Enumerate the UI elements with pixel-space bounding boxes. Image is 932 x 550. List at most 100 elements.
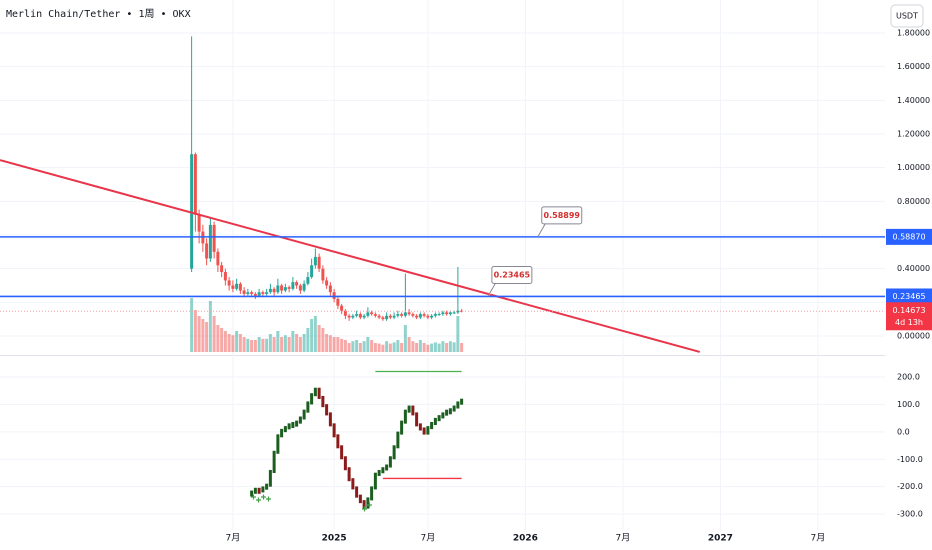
volume-bar	[433, 342, 437, 352]
volume-bar	[340, 338, 344, 352]
callout-box	[491, 265, 533, 284]
indicator-bar	[310, 393, 314, 405]
currency-button-label[interactable]: USDT	[896, 12, 918, 21]
volume-bar	[235, 331, 239, 352]
candle-body	[257, 292, 261, 296]
candle-body	[370, 312, 374, 315]
indicator-bar	[415, 412, 419, 427]
indicator-tick-label: -300.0	[897, 510, 923, 519]
indicator-tick-label: 200.0	[897, 373, 920, 382]
volume-bar	[452, 342, 456, 352]
candle-body	[392, 315, 396, 318]
volume-bar	[291, 331, 295, 352]
candle-body	[430, 315, 434, 318]
volume-bar	[403, 325, 407, 352]
indicator-bar	[291, 421, 295, 428]
chart-title: Merlin Chain/Tether • 1周 • OKX	[6, 8, 191, 20]
candle-body	[265, 292, 269, 294]
y-tick-label: 1.00000	[897, 163, 930, 172]
indicator-bar	[343, 456, 347, 471]
volume-bar	[205, 322, 209, 352]
price-label-box	[886, 228, 932, 245]
candle-body	[310, 265, 314, 278]
volume-bar	[377, 343, 381, 352]
volume-bar	[381, 344, 385, 352]
volume-bar	[268, 334, 272, 352]
volume-bar	[265, 338, 269, 352]
candle-body	[358, 314, 362, 318]
indicator-bar	[250, 490, 254, 497]
volume-bar	[283, 335, 287, 352]
candle-body	[452, 312, 456, 314]
candle-body	[340, 305, 344, 311]
volume-bar	[242, 337, 246, 352]
price-label: 0.23465	[892, 292, 925, 301]
volume-bar	[276, 331, 280, 352]
candle-body	[283, 287, 287, 291]
candle-body	[223, 272, 227, 281]
indicator-bar	[325, 404, 329, 416]
volume-bar	[197, 316, 201, 352]
indicator-bar	[418, 423, 422, 431]
volume-bar	[261, 338, 265, 352]
volume-bar	[208, 301, 212, 352]
volume-bar	[193, 310, 197, 352]
indicator-bar	[430, 421, 434, 430]
volume-bar	[388, 343, 392, 352]
indicator-bar	[452, 405, 456, 412]
candle-body	[231, 285, 235, 289]
volume-bar	[418, 340, 422, 352]
indicator-tick-label: -200.0	[897, 482, 923, 491]
indicator-bar	[351, 478, 355, 490]
y-tick-label: 1.20000	[897, 129, 930, 138]
indicator-bar	[276, 434, 280, 454]
candle-body	[272, 288, 276, 293]
indicator-bar	[328, 412, 332, 427]
candle-body	[321, 268, 325, 281]
volume-bar	[336, 337, 340, 352]
indicator-bar	[403, 409, 407, 424]
volume-bar	[238, 334, 242, 352]
y-tick-label: 0.00000	[897, 331, 930, 340]
candle-body	[385, 315, 389, 320]
candle-body	[445, 312, 449, 315]
indicator-bar	[362, 500, 366, 509]
volume-bar	[392, 342, 396, 352]
volume-bar	[220, 328, 224, 352]
candle-body	[362, 315, 366, 318]
volume-bar	[253, 340, 257, 352]
volume-bar	[310, 319, 314, 352]
candle-body	[396, 314, 400, 316]
indicator-bar	[411, 405, 415, 416]
volume-bar	[351, 341, 355, 352]
indicator-bar	[261, 486, 265, 493]
candle-body	[403, 312, 407, 316]
signal-markers	[251, 494, 372, 512]
y-tick-label: 1.40000	[897, 96, 930, 105]
indicator-bar	[392, 445, 396, 460]
indicator-bar	[422, 427, 426, 435]
callout-box	[541, 206, 583, 225]
volume-bar	[456, 316, 460, 352]
callout-label: 0.58899	[544, 211, 581, 220]
volume-bar	[321, 328, 325, 352]
indicator-bar	[426, 426, 430, 435]
currency-button[interactable]	[890, 4, 924, 28]
candle-body	[227, 280, 231, 286]
indicator-bar	[306, 401, 310, 413]
volume-bar	[257, 337, 261, 352]
indicator-bar	[381, 467, 385, 474]
candle-body	[212, 224, 216, 252]
y-tick-label: 0.80000	[897, 197, 930, 206]
candle-body	[208, 224, 212, 259]
last-price-label: 0.14673	[892, 306, 925, 315]
x-tick-label: 2025	[322, 534, 347, 544]
candle-body	[238, 283, 242, 291]
candle-body	[377, 315, 381, 318]
y-tick-label: 0.40000	[897, 264, 930, 273]
volume-bar	[445, 343, 449, 352]
candle-body	[422, 314, 426, 316]
candle-body	[366, 312, 370, 316]
candle-body	[287, 287, 291, 289]
volume-bar	[460, 343, 464, 352]
